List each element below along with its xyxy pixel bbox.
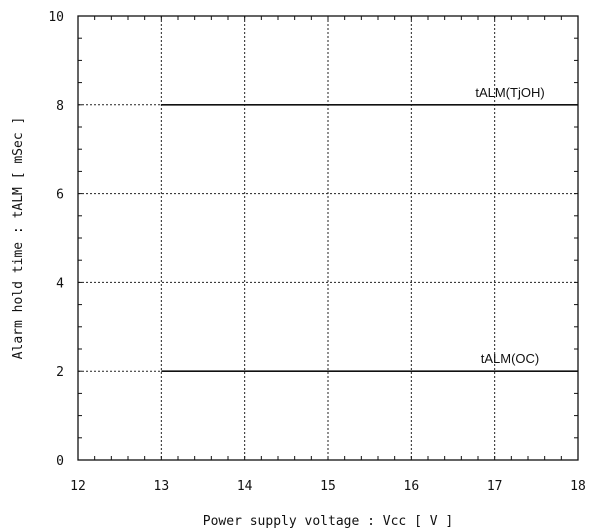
- x-tick-label: 13: [154, 479, 170, 494]
- y-tick-label: 2: [56, 365, 64, 380]
- y-tick-label: 8: [56, 99, 64, 114]
- y-tick-label: 6: [56, 188, 64, 203]
- x-tick-label: 15: [320, 479, 336, 494]
- plot-frame: [77, 15, 579, 461]
- x-tick-label: 16: [404, 479, 420, 494]
- x-tick-label: 12: [70, 479, 86, 494]
- x-tick-label: 17: [487, 479, 503, 494]
- y-tick-label: 4: [56, 276, 64, 291]
- y-axis-title: Alarm hold time : tALM [ mSec ]: [11, 117, 26, 360]
- y-tick-labels: 0 2 4 6 8 10: [48, 10, 64, 469]
- series-label: tALM(OC): [481, 351, 540, 366]
- series-layer: tALM(TjOH) tALM(OC): [161, 85, 578, 373]
- x-tick-label: 18: [570, 479, 586, 494]
- y-tick-label: 0: [56, 454, 64, 469]
- grid: [78, 16, 578, 460]
- y-tick-label: 10: [48, 10, 64, 25]
- x-tick-labels: 12 13 14 15 16 17 18: [70, 479, 586, 494]
- x-tick-label: 14: [237, 479, 253, 494]
- series-label: tALM(TjOH): [475, 85, 544, 100]
- x-axis-title: Power supply voltage : Vcc [ V ]: [203, 514, 453, 529]
